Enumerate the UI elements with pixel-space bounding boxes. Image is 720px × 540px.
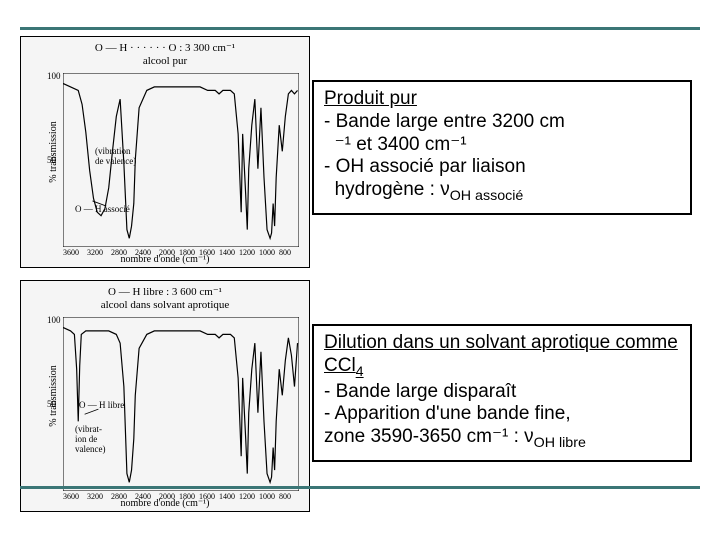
xtick: 1200 [239,492,255,501]
spectrum-bot-ylabel: % transmission [48,365,59,426]
ytick-100: 100 [47,71,61,81]
xtick: 1800 [179,248,195,257]
xtick: 2400 [135,492,151,501]
spectrum-diluted-alcohol: O — H libre : 3 600 cm⁻¹ alcool dans sol… [20,280,310,512]
ytick-50: 50 [47,155,56,165]
ytick-50: 50 [47,399,56,409]
card-top-line2: - OH associé par liaison hydrogène : νOH… [324,156,680,205]
xtick: 3200 [87,248,103,257]
card-bot-heading: Dilution dans un solvant aprotique comme… [324,332,678,376]
xtick: 2000 [159,248,175,257]
xtick: 1800 [179,492,195,501]
xtick: 2800 [111,492,127,501]
spectrum-top-ylabel: % transmission [48,121,59,182]
card-produit-pur: Produit pur - Bande large entre 3200 cm … [312,80,692,215]
xtick: 2800 [111,248,127,257]
xtick: 3600 [63,492,79,501]
text: zone 3590-3650 cm⁻¹ : [324,426,524,447]
nu-symbol: ν [440,179,450,200]
spectrum-pure-alcohol: O — H · · · · · · O : 3 300 cm⁻¹ alcool … [20,36,310,268]
xtick: 800 [279,492,291,501]
ytick-100: 100 [47,315,61,325]
spectrum-bot-subtitle: alcool dans solvant aprotique [21,299,309,311]
card-top-heading: Produit pur [324,88,417,109]
annotation-oh-libre: O — H libre [79,401,124,411]
annotation-vibration-valence: (vibrationde valence) [95,147,136,167]
xtick: 800 [279,248,291,257]
text: ⁻¹ et 3400 cm⁻¹ [335,134,467,155]
bottom-horizontal-rule [20,486,700,489]
card-bot-line2: - Apparition d'une bande fine, [324,403,680,426]
xtick: 3200 [87,492,103,501]
ccl4-sub: 4 [356,364,364,380]
spectrum-top-title: O — H · · · · · · O : 3 300 cm⁻¹ [21,41,309,54]
xtick: 1400 [219,492,235,501]
xtick: 3600 [63,248,79,257]
annotation-oh-associe: O — H associé [75,205,130,215]
xtick: 1600 [199,492,215,501]
annotation-vibration-valence-2: (vibrat-ion devalence) [75,425,105,455]
nu-subscript: OH associé [450,188,524,204]
card-dilution: Dilution dans un solvant aprotique comme… [312,324,692,462]
xtick: 1200 [239,248,255,257]
xtick: 2000 [159,492,175,501]
spectrum-bot-title: O — H libre : 3 600 cm⁻¹ [21,285,309,298]
nu-subscript: OH libre [534,435,586,451]
text: - OH associé par liaison [324,156,526,177]
xtick: 1400 [219,248,235,257]
xtick: 1000 [259,248,275,257]
xtick: 1600 [199,248,215,257]
nu-symbol: ν [524,426,534,447]
spectrum-top-subtitle: alcool pur [21,55,309,67]
top-horizontal-rule [20,27,700,30]
text: - Bande large entre 3200 cm [324,111,565,132]
card-bot-line1: - Bande large disparaît [324,381,680,404]
xtick: 2400 [135,248,151,257]
card-bot-line3: zone 3590-3650 cm⁻¹ : νOH libre [324,426,680,452]
card-bot-heading-wrap: Dilution dans un solvant aprotique comme… [324,332,680,381]
xtick: 1000 [259,492,275,501]
card-top-line1: - Bande large entre 3200 cm ⁻¹ et 3400 c… [324,111,680,157]
text: hydrogène : [335,179,441,200]
